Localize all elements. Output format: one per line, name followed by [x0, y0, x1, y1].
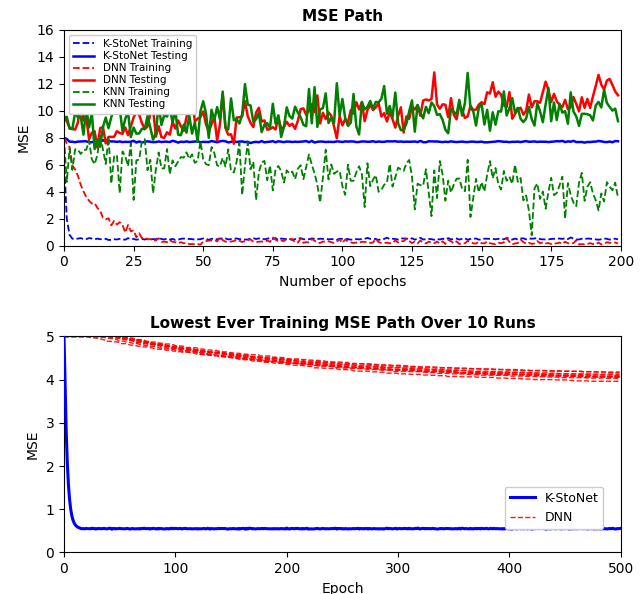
KNN Testing [83, 105, 90, 112]
DNN [516, 371, 524, 378]
KNN Training [211, 150, 218, 157]
Y-axis label: MSE: MSE [17, 123, 31, 153]
DNN Training [83, 194, 90, 201]
KNN Training [83, 146, 90, 153]
K-StoNet Training [60, 154, 68, 162]
Line: DNN: DNN [64, 336, 620, 376]
Title: MSE Path: MSE Path [302, 10, 383, 24]
DNN Training [163, 239, 171, 246]
DNN Testing [572, 100, 580, 108]
Line: DNN Training: DNN Training [64, 138, 618, 245]
DNN Testing [93, 144, 101, 151]
K-StoNet [325, 525, 333, 532]
DNN Testing [592, 83, 600, 90]
K-StoNet Training [589, 235, 596, 242]
DNN Testing [83, 113, 90, 121]
X-axis label: Epoch: Epoch [321, 582, 364, 594]
KNN Training [614, 194, 622, 201]
K-StoNet Training [570, 235, 577, 242]
KNN Testing [614, 118, 622, 125]
KNN Training [572, 203, 580, 210]
Line: KNN Testing: KNN Testing [64, 73, 618, 149]
K-StoNet [616, 525, 623, 532]
KNN Testing [91, 146, 99, 153]
KNN Testing [97, 143, 104, 150]
DNN [604, 372, 611, 380]
K-StoNet Testing [246, 140, 254, 147]
K-StoNet Testing [614, 138, 622, 145]
KNN Training [60, 134, 68, 141]
DNN Testing [166, 131, 173, 138]
DNN Training [614, 240, 622, 247]
K-StoNet [328, 525, 336, 532]
KNN Testing [166, 104, 173, 111]
K-StoNet Training [93, 235, 101, 242]
Line: K-StoNet: K-StoNet [64, 336, 620, 529]
K-StoNet [392, 525, 400, 532]
DNN Testing [431, 69, 438, 76]
K-StoNet [604, 526, 611, 533]
Line: K-StoNet Testing: K-StoNet Testing [64, 138, 618, 143]
K-StoNet [516, 525, 524, 532]
DNN Training [196, 241, 204, 248]
DNN [602, 372, 609, 380]
DNN Testing [211, 113, 218, 120]
KNN Testing [592, 102, 600, 109]
K-StoNet Training [83, 235, 90, 242]
K-StoNet [108, 526, 116, 533]
DNN [60, 333, 68, 340]
Legend: K-StoNet Training, K-StoNet Testing, DNN Training, DNN Testing, KNN Training, KN: K-StoNet Training, K-StoNet Testing, DNN… [69, 35, 196, 113]
DNN [391, 366, 399, 373]
DNN Testing [614, 91, 622, 99]
KNN Testing [464, 69, 472, 77]
Line: DNN Testing: DNN Testing [64, 72, 618, 148]
K-StoNet Testing [93, 138, 101, 145]
DNN Training [211, 236, 218, 244]
Legend: K-StoNet, DNN: K-StoNet, DNN [504, 486, 604, 529]
K-StoNet [60, 333, 68, 340]
K-StoNet Training [614, 236, 622, 243]
DNN Training [60, 134, 68, 141]
DNN [324, 362, 332, 369]
K-StoNet Testing [208, 137, 216, 144]
K-StoNet Testing [83, 138, 90, 145]
X-axis label: Number of epochs: Number of epochs [278, 275, 406, 289]
DNN [616, 372, 623, 380]
KNN Training [97, 131, 104, 138]
KNN Training [592, 197, 600, 204]
K-StoNet Testing [60, 134, 68, 141]
K-StoNet Training [208, 235, 216, 242]
KNN Testing [211, 116, 218, 124]
Line: K-StoNet Training: K-StoNet Training [64, 158, 618, 241]
DNN Training [570, 239, 577, 247]
DNN [328, 362, 335, 369]
DNN Testing [97, 125, 104, 132]
Title: Lowest Ever Training MSE Path Over 10 Runs: Lowest Ever Training MSE Path Over 10 Ru… [150, 316, 535, 331]
KNN Testing [60, 114, 68, 121]
K-StoNet Testing [570, 137, 577, 144]
KNN Training [93, 151, 101, 158]
K-StoNet Testing [589, 138, 596, 146]
K-StoNet Training [163, 235, 171, 242]
K-StoNet Training [275, 237, 282, 244]
Line: KNN Training: KNN Training [64, 135, 618, 235]
KNN Training [166, 170, 173, 178]
DNN Training [93, 204, 101, 211]
DNN Testing [60, 114, 68, 121]
Y-axis label: MSE: MSE [26, 429, 40, 459]
KNN Training [528, 232, 536, 239]
DNN [361, 364, 369, 371]
DNN Training [589, 241, 596, 248]
KNN Testing [572, 113, 580, 120]
K-StoNet [362, 525, 370, 532]
K-StoNet Testing [163, 138, 171, 146]
